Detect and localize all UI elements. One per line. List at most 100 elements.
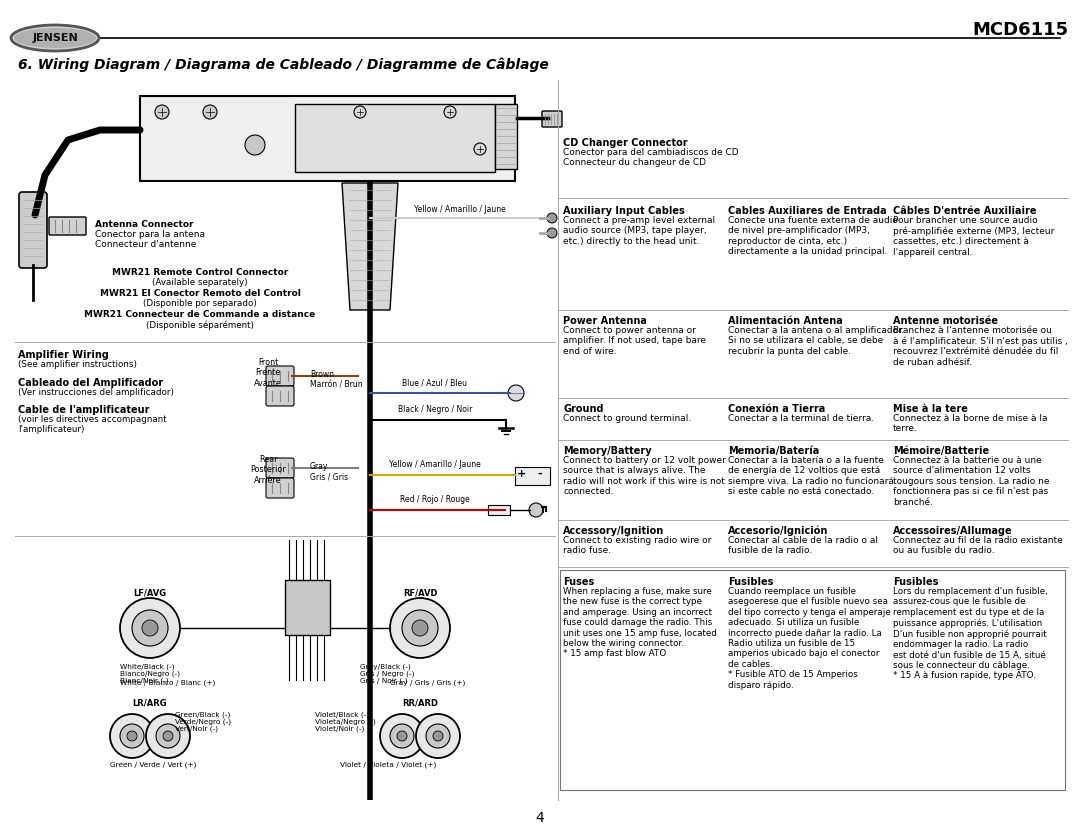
Text: RR/ARD: RR/ARD: [402, 698, 438, 707]
Text: CD Changer Connector: CD Changer Connector: [563, 138, 688, 148]
Circle shape: [529, 503, 543, 517]
Text: Antenna Connector: Antenna Connector: [95, 220, 193, 229]
Text: LF/AVG: LF/AVG: [134, 588, 166, 597]
Text: Front
Frente
Avante: Front Frente Avante: [254, 358, 282, 388]
Text: Accessory/Ignition: Accessory/Ignition: [563, 526, 664, 536]
Text: Violet/Black (-)
Violeta/Negro (-)
Violet/Noir (-): Violet/Black (-) Violeta/Negro (-) Viole…: [315, 711, 376, 732]
Circle shape: [163, 731, 173, 741]
Text: (See amplifier instructions): (See amplifier instructions): [18, 360, 137, 369]
Text: Conexión a Tierra: Conexión a Tierra: [728, 404, 825, 414]
Text: RF/AVD: RF/AVD: [403, 588, 437, 597]
Text: (Available separately): (Available separately): [152, 278, 247, 287]
Text: Connect to existing radio wire or
radio fuse.: Connect to existing radio wire or radio …: [563, 536, 712, 555]
Text: Blue / Azul / Bleu: Blue / Azul / Bleu: [403, 378, 468, 387]
Text: Fusibles: Fusibles: [893, 577, 939, 587]
Text: Rear
Posterior
Arrière: Rear Posterior Arrière: [251, 455, 286, 485]
Text: Câbles D'entrée Auxiliaire: Câbles D'entrée Auxiliaire: [893, 206, 1037, 216]
Text: When replacing a fuse, make sure
the new fuse is the correct type
and amperage. : When replacing a fuse, make sure the new…: [563, 587, 717, 658]
Text: Yellow / Amarillo / Jaune: Yellow / Amarillo / Jaune: [414, 205, 505, 214]
Text: Cables Auxiliares de Entrada: Cables Auxiliares de Entrada: [728, 206, 887, 216]
Circle shape: [120, 598, 180, 658]
Text: Black / Negro / Noir: Black / Negro / Noir: [397, 405, 472, 414]
Text: +: +: [517, 469, 527, 479]
Circle shape: [416, 714, 460, 758]
Circle shape: [132, 610, 168, 646]
Text: Cableado del Amplificador: Cableado del Amplificador: [18, 378, 163, 388]
Text: MCD6115: MCD6115: [972, 21, 1068, 39]
Text: Conectar a la terminal de tierra.: Conectar a la terminal de tierra.: [728, 414, 874, 423]
Text: Amplifier Wiring: Amplifier Wiring: [18, 350, 109, 360]
Text: Connect to battery or 12 volt power
source that is always alive. The
radio will : Connect to battery or 12 volt power sour…: [563, 456, 726, 496]
Circle shape: [411, 620, 428, 636]
Circle shape: [146, 714, 190, 758]
Text: Fuses: Fuses: [563, 577, 594, 587]
Text: Gray/Black (-)
Gris / Negro (-)
Gris / Noir (-): Gray/Black (-) Gris / Negro (-) Gris / N…: [360, 663, 415, 685]
Bar: [495, 104, 517, 169]
Text: (Ver instrucciones del amplificador): (Ver instrucciones del amplificador): [18, 388, 174, 397]
Circle shape: [127, 731, 137, 741]
Text: (Disponible por separado): (Disponible por separado): [143, 299, 257, 308]
Text: LR/ARG: LR/ARG: [133, 698, 167, 707]
Circle shape: [444, 106, 456, 118]
Text: JENSEN: JENSEN: [32, 33, 78, 43]
Text: Green / Verde / Vert (+): Green / Verde / Vert (+): [110, 762, 197, 768]
Text: Alimentación Antena: Alimentación Antena: [728, 316, 842, 326]
Text: Gray
Gris / Gris: Gray Gris / Gris: [310, 462, 348, 481]
Circle shape: [508, 385, 524, 401]
Text: Conectar a la antena o al amplificador.
Si no se utilizara el cable, se debe
rec: Conectar a la antena o al amplificador. …: [728, 326, 904, 356]
FancyBboxPatch shape: [266, 458, 294, 478]
Text: Conecte una fuente externa de audio
de nivel pre-amplificador (MP3,
reproductor : Conecte una fuente externa de audio de n…: [728, 216, 897, 256]
Circle shape: [245, 135, 265, 155]
Text: Connecteur du changeur de CD: Connecteur du changeur de CD: [563, 158, 706, 167]
Text: Fusibles: Fusibles: [728, 577, 773, 587]
Circle shape: [156, 724, 180, 748]
Text: Antenne motorisée: Antenne motorisée: [893, 316, 998, 326]
Text: (voir les directives accompagnant
l'amplificateur): (voir les directives accompagnant l'ampl…: [18, 415, 166, 435]
Text: Accesorio/Ignición: Accesorio/Ignición: [728, 526, 828, 536]
Text: Cuando reemplace un fusible
asegoerese que el fusible nuevo sea
del tipo correct: Cuando reemplace un fusible asegoerese q…: [728, 587, 891, 690]
Text: Pour brancher une source audio
pré-amplifiée externe (MP3, lecteur
cassettes, et: Pour brancher une source audio pré-ampli…: [893, 216, 1054, 257]
Circle shape: [141, 620, 158, 636]
Text: Connect a pre-amp level external
audio source (MP3, tape player,
etc.) directly : Connect a pre-amp level external audio s…: [563, 216, 715, 246]
FancyBboxPatch shape: [542, 111, 562, 127]
Bar: [561, 570, 1065, 790]
Text: Auxiliary Input Cables: Auxiliary Input Cables: [563, 206, 685, 216]
Text: Memory/Battery: Memory/Battery: [563, 446, 651, 456]
Circle shape: [546, 213, 557, 223]
Text: White/Black (-)
Blanco/Negro (-)
Blanc/Noir (-): White/Black (-) Blanco/Negro (-) Blanc/N…: [120, 663, 180, 685]
Circle shape: [402, 610, 438, 646]
Circle shape: [380, 714, 424, 758]
Circle shape: [120, 724, 144, 748]
Text: Lors du remplacement d'un fusible,
assurez-cous que le fusible de
remplacement e: Lors du remplacement d'un fusible, assur…: [893, 587, 1048, 681]
Text: MWR21 Connecteur de Commande a distance: MWR21 Connecteur de Commande a distance: [84, 310, 315, 319]
Text: Conector para la antena: Conector para la antena: [95, 230, 205, 239]
Text: MWR21 El Conector Remoto del Control: MWR21 El Conector Remoto del Control: [99, 289, 300, 298]
Text: Green/Black (-)
Verde/Negro (-)
Vert/Noir (-): Green/Black (-) Verde/Negro (-) Vert/Noi…: [175, 711, 231, 732]
Circle shape: [203, 105, 217, 119]
Text: 6. Wiring Diagram / Diagrama de Cableado / Diagramme de Câblage: 6. Wiring Diagram / Diagrama de Cableado…: [18, 58, 549, 73]
Circle shape: [433, 731, 443, 741]
Circle shape: [390, 598, 450, 658]
Circle shape: [397, 731, 407, 741]
Circle shape: [546, 228, 557, 238]
Ellipse shape: [14, 28, 96, 48]
Text: Cable de l'amplificateur: Cable de l'amplificateur: [18, 405, 149, 415]
Text: Connectez à la borne de mise à la
terre.: Connectez à la borne de mise à la terre.: [893, 414, 1048, 434]
Text: 4: 4: [536, 811, 544, 825]
Text: Connect to power antenna or
amplifier. If not used, tape bare
end of wire.: Connect to power antenna or amplifier. I…: [563, 326, 706, 356]
Bar: [515, 467, 550, 485]
Text: Power Antenna: Power Antenna: [563, 316, 647, 326]
Circle shape: [110, 714, 154, 758]
Text: Connecteur d'antenne: Connecteur d'antenne: [95, 240, 197, 249]
Circle shape: [426, 724, 450, 748]
Text: Gray / Gris / Gris (+): Gray / Gris / Gris (+): [390, 680, 465, 686]
Circle shape: [354, 106, 366, 118]
Polygon shape: [342, 183, 399, 310]
Ellipse shape: [11, 25, 99, 51]
Text: Connectez à la batterie ou à une
source d'alimentation 12 volts
tougours sous te: Connectez à la batterie ou à une source …: [893, 456, 1050, 506]
Circle shape: [390, 724, 414, 748]
FancyBboxPatch shape: [266, 386, 294, 406]
Circle shape: [156, 105, 168, 119]
Text: Mémoire/Batterie: Mémoire/Batterie: [893, 446, 989, 456]
Text: Conectar a la batería o a la fuente
de energía de 12 voltios que está
siempre vi: Conectar a la batería o a la fuente de e…: [728, 456, 894, 496]
